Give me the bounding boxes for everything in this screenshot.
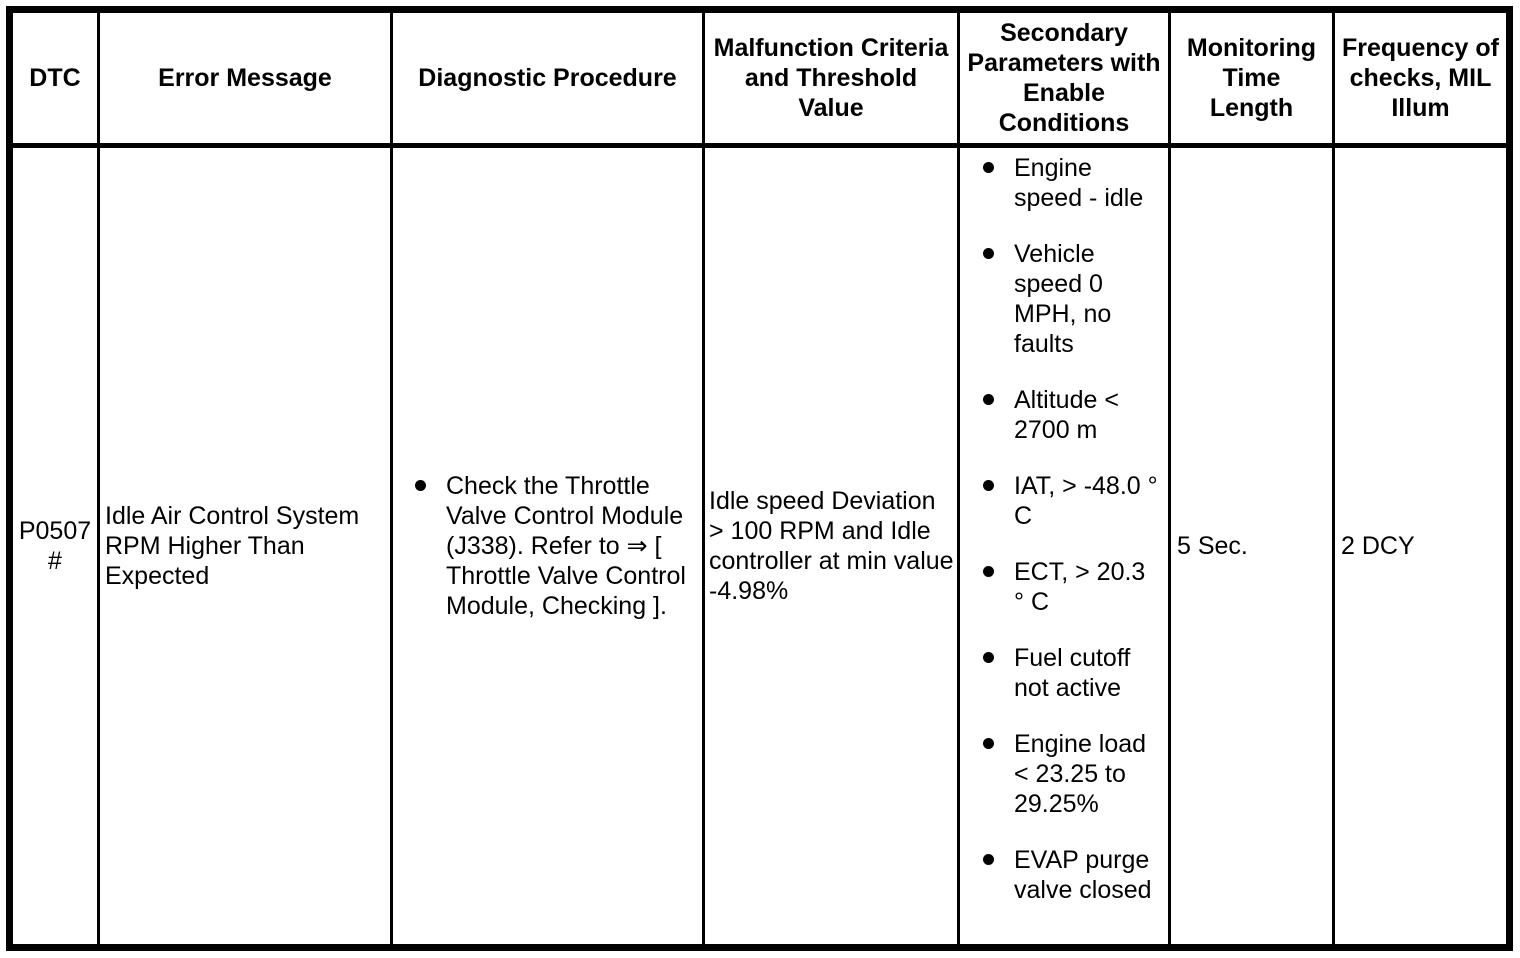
header-monitoring-line-2: Time (1222, 64, 1281, 92)
header-dtc-label: DTC (29, 64, 81, 92)
header-frequency: Frequency of checks, MIL Illum (1332, 9, 1511, 148)
diagnostic-procedure-list: Check the Throttle Valve Control Module … (395, 471, 701, 621)
bullet-icon (983, 162, 994, 173)
list-item: Fuel cutoff not active (983, 643, 1160, 703)
header-secondary-line-4: Conditions (998, 109, 1130, 137)
dtc-code: P0507 (18, 517, 92, 545)
bullet-icon (983, 480, 994, 491)
bullet-icon (983, 248, 994, 259)
header-malfunction-line-3: Value (798, 94, 864, 122)
header-frequency-line-2: checks, MIL (1349, 64, 1492, 92)
header-monitoring-line-3: Length (1209, 94, 1294, 122)
header-monitoring-line-1: Monitoring (1186, 34, 1317, 62)
bullet-icon (983, 394, 994, 405)
frequency-text: 2 DCY (1341, 532, 1415, 560)
diagnostic-procedure-text: Check the Throttle Valve Control Module … (446, 472, 686, 620)
secondary-parameter-text: Fuel cutoff not active (1014, 644, 1131, 702)
header-monitoring-time: Monitoring Time Length (1168, 9, 1335, 148)
header-frequency-line-1: Frequency of (1342, 34, 1499, 62)
list-item: Engine load < 23.25 to 29.25% (983, 729, 1160, 819)
header-secondary-line-1: Secondary (1000, 19, 1128, 47)
bullet-icon (983, 738, 994, 749)
bullet-icon (983, 566, 994, 577)
error-message-text: Idle Air Control System RPM Higher Than … (105, 502, 360, 590)
header-dtc: DTC (8, 9, 100, 148)
list-item: Vehicle speed 0 MPH, no faults (983, 239, 1160, 359)
secondary-parameter-text: ECT, > 20.3 ° C (1014, 558, 1146, 616)
header-malfunction-line-2: and Threshold (744, 64, 918, 92)
secondary-parameter-text: Engine speed - idle (1014, 154, 1144, 212)
header-secondary-parameters: Secondary Parameters with Enable Conditi… (957, 9, 1171, 148)
cell-monitoring-time: 5 Sec. (1168, 145, 1335, 948)
cell-frequency: 2 DCY (1332, 145, 1511, 948)
header-secondary-line-3: Enable (1023, 79, 1105, 107)
cell-diagnostic-procedure: Check the Throttle Valve Control Module … (390, 145, 705, 948)
cell-dtc: P0507 # (8, 145, 100, 948)
list-item: Engine speed - idle (983, 153, 1160, 213)
list-item: Check the Throttle Valve Control Module … (415, 471, 701, 621)
secondary-parameter-text: Altitude < 2700 m (1014, 386, 1119, 444)
header-malfunction-line-1: Malfunction Criteria (713, 34, 949, 62)
secondary-parameter-text: Engine load < 23.25 to 29.25% (1014, 730, 1147, 818)
monitoring-time-text: 5 Sec. (1177, 532, 1248, 560)
dtc-table: DTC Error Message Diagnostic Procedure M… (6, 6, 1513, 951)
bullet-icon (415, 480, 426, 491)
header-error-message-label: Error Message (158, 64, 332, 92)
dtc-suffix: # (48, 547, 62, 575)
bullet-icon (983, 652, 994, 663)
header-diagnostic-procedure-label: Diagnostic Procedure (418, 64, 677, 92)
list-item: Altitude < 2700 m (983, 385, 1160, 445)
header-error-message: Error Message (97, 9, 393, 148)
header-diagnostic-procedure: Diagnostic Procedure (390, 9, 705, 148)
header-frequency-line-3: Illum (1391, 94, 1450, 122)
secondary-parameter-text: Vehicle speed 0 MPH, no faults (1014, 240, 1112, 358)
header-malfunction-criteria: Malfunction Criteria and Threshold Value (702, 9, 960, 148)
header-secondary-line-2: Parameters with (967, 49, 1161, 77)
bullet-icon (983, 854, 994, 865)
list-item: ECT, > 20.3 ° C (983, 557, 1160, 617)
cell-malfunction-criteria: Idle speed Deviation > 100 RPM and Idle … (702, 145, 960, 948)
cell-error-message: Idle Air Control System RPM Higher Than … (97, 145, 393, 948)
cell-secondary-parameters: Engine speed - idle Vehicle speed 0 MPH,… (957, 145, 1171, 948)
list-item: EVAP purge valve closed (983, 845, 1160, 905)
malfunction-criteria-text: Idle speed Deviation > 100 RPM and Idle … (709, 487, 954, 605)
list-item: IAT, > -48.0 ° C (983, 471, 1160, 531)
table-row: P0507 # Idle Air Control System RPM High… (8, 145, 1511, 948)
header-row: DTC Error Message Diagnostic Procedure M… (8, 9, 1511, 148)
secondary-parameter-text: IAT, > -48.0 ° C (1014, 472, 1158, 530)
secondary-parameter-text: EVAP purge valve closed (1014, 846, 1152, 904)
secondary-parameters-list: Engine speed - idle Vehicle speed 0 MPH,… (962, 153, 1167, 905)
